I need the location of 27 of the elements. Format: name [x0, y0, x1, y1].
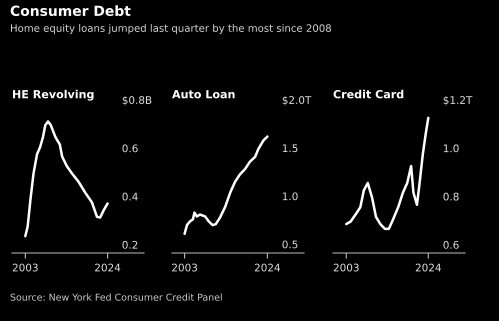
- y-tick-label: $1.2T: [444, 96, 472, 106]
- y-tick-label: $2.0T: [282, 96, 312, 106]
- line-series: [24, 120, 109, 238]
- y-tick-label: 0.2: [122, 240, 138, 249]
- y-tick-label: 1.0: [282, 192, 298, 200]
- line-series: [183, 135, 269, 236]
- chart-title: Auto Loan: [172, 90, 235, 98]
- y-tick-label: $0.8B: [122, 96, 152, 106]
- line-series: [345, 116, 430, 230]
- y-tick-label: 0.4: [122, 192, 138, 201]
- x-tick-label: 2024: [254, 264, 280, 272]
- y-tick-label: 0.5: [282, 240, 298, 248]
- y-tick-label: 0.6: [122, 144, 138, 152]
- chart-title: HE Revolving: [13, 90, 94, 101]
- chart-title: Credit Card: [334, 90, 404, 98]
- x-tick-label: 2003: [12, 264, 38, 272]
- source-note: Source: New York Fed Consumer Credit Panel: [10, 293, 222, 301]
- x-tick-label: 2003: [334, 264, 359, 272]
- x-tick-label: 2024: [416, 264, 441, 272]
- text: Home equity loans jumped last quarter by the most since 2008: [10, 24, 332, 34]
- x-tick-label: 2003: [172, 264, 198, 272]
- y-tick-label: 0.8: [443, 192, 459, 201]
- y-tick-label: 1.5: [282, 144, 298, 152]
- x-tick-label: 2024: [95, 264, 120, 272]
- y-tick-label: 0.6: [443, 240, 459, 249]
- text: Consumer Debt: [10, 5, 131, 16]
- y-tick-label: 1.0: [444, 144, 459, 152]
